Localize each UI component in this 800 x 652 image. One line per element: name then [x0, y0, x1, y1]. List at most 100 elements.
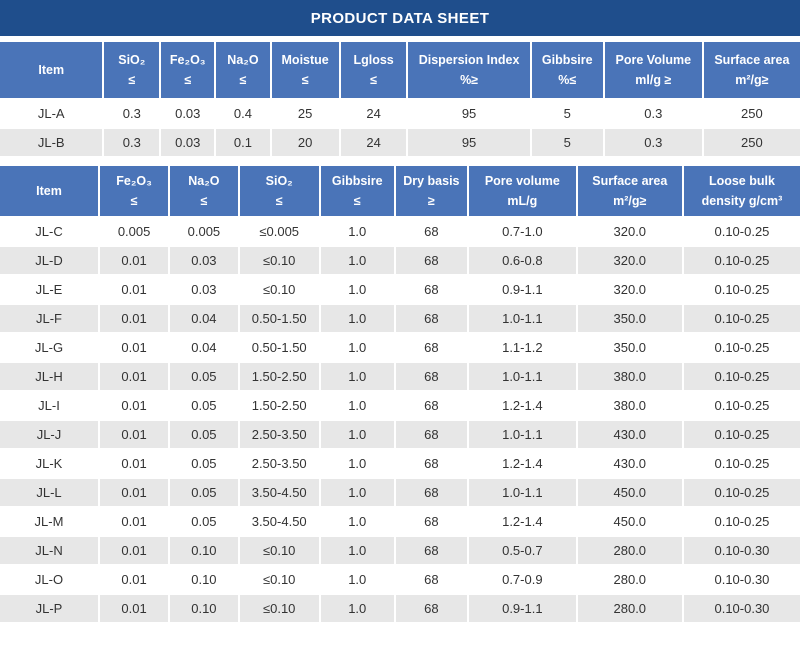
table-cell: 0.01	[99, 392, 169, 419]
table-cell: 0.01	[99, 508, 169, 535]
column-header: Item	[0, 166, 98, 216]
table-cell: 0.10-0.25	[683, 421, 800, 448]
table-cell: 0.05	[170, 421, 238, 448]
table-cell: 0.01	[99, 595, 169, 622]
table-cell: 1.0	[320, 479, 394, 506]
table-cell: 0.10-0.25	[683, 334, 800, 361]
table-cell: 0.01	[99, 479, 169, 506]
column-header: Fe₂O₃ ≤	[99, 166, 169, 216]
table-cell: 0.01	[99, 305, 169, 332]
column-header: Pore Volume ml/g ≥	[604, 42, 702, 98]
table-cell: 0.10-0.25	[683, 276, 800, 303]
row-item-label: JL-A	[0, 100, 103, 127]
table-cell: 68	[395, 421, 468, 448]
table-cell: 1.1-1.2	[469, 334, 576, 361]
product-data-sheet: PRODUCT DATA SHEET Item SiO₂ ≤ Fe₂O₃ ≤ Na₂O…	[0, 0, 800, 624]
table-cell: 95	[408, 100, 530, 127]
table-cell: 0.03	[170, 276, 238, 303]
table-cell: 1.0	[320, 363, 394, 390]
table-cell: 24	[340, 129, 407, 156]
table-cell: 0.10-0.25	[683, 450, 800, 477]
column-header: Pore volume mL/g	[469, 166, 576, 216]
table-cell: 2.50-3.50	[239, 450, 319, 477]
table-cell: 1.0	[320, 450, 394, 477]
table-cell: 95	[408, 129, 530, 156]
table-cell: 0.10-0.25	[683, 247, 800, 274]
column-header: Dispersion Index %≥	[408, 42, 530, 98]
table-cell: 1.2-1.4	[469, 508, 576, 535]
row-item-label: JL-K	[0, 450, 98, 477]
table-cell: ≤0.10	[239, 595, 319, 622]
table-cell: 0.03	[170, 247, 238, 274]
table-cell: 0.10-0.30	[683, 595, 800, 622]
header-row: Item Fe₂O₃ ≤ Na₂O ≤ SiO₂ ≤ Gibbsire ≤ Dry bas…	[0, 166, 800, 216]
table-cell: 0.4	[216, 100, 270, 127]
table-cell: 0.3	[104, 129, 160, 156]
row-item-label: JL-E	[0, 276, 98, 303]
column-header: Dry basis ≥	[395, 166, 468, 216]
column-header: Loose bulk density g/cm³	[683, 166, 800, 216]
table-cell: 0.05	[170, 363, 238, 390]
table-cell: 0.5-0.7	[469, 537, 576, 564]
table-cell: 0.3	[604, 129, 702, 156]
table-cell: 0.05	[170, 508, 238, 535]
table-cell: 1.0	[320, 392, 394, 419]
table-cell: 68	[395, 334, 468, 361]
header-row: Item SiO₂ ≤ Fe₂O₃ ≤ Na₂O ≤ Moistue ≤ Lgloss ≤…	[0, 42, 800, 98]
column-header: Surface area m²/g≥	[577, 166, 682, 216]
table-cell: 68	[395, 218, 468, 245]
table-cell: 1.0	[320, 305, 394, 332]
table-row: JL-M 0.01 0.05 3.50-4.50 1.0 68 1.2-1.4 450.0 0.…	[0, 508, 800, 535]
row-item-label: JL-O	[0, 566, 98, 593]
table-cell: 320.0	[577, 247, 682, 274]
column-header: Lgloss ≤	[340, 42, 407, 98]
table-cell: 0.10-0.25	[683, 508, 800, 535]
table-row: JL-G 0.01 0.04 0.50-1.50 1.0 68 1.1-1.2 350.0 0.…	[0, 334, 800, 361]
table-cell: 0.7-1.0	[469, 218, 576, 245]
table-cell: 0.05	[170, 392, 238, 419]
table-row: JL-F 0.01 0.04 0.50-1.50 1.0 68 1.0-1.1 350.0 0.…	[0, 305, 800, 332]
table-cell: 0.03	[161, 100, 215, 127]
table-cell: 0.01	[99, 566, 169, 593]
table-cell: 0.10	[170, 566, 238, 593]
table-cell: 68	[395, 276, 468, 303]
table-cell: 68	[395, 363, 468, 390]
table-cell: 0.10-0.25	[683, 363, 800, 390]
table-cell: 5	[531, 100, 603, 127]
table-cell: 0.9-1.1	[469, 595, 576, 622]
table-cell: 320.0	[577, 276, 682, 303]
table-row: JL-K 0.01 0.05 2.50-3.50 1.0 68 1.2-1.4 430.0 0.…	[0, 450, 800, 477]
table-cell: 430.0	[577, 450, 682, 477]
table-cell: 0.10-0.25	[683, 305, 800, 332]
table-cell: 0.10	[170, 595, 238, 622]
table-cell: 1.0	[320, 334, 394, 361]
table-cell: 0.50-1.50	[239, 334, 319, 361]
table-cell: 0.03	[161, 129, 215, 156]
table-cell: 68	[395, 305, 468, 332]
table-cell: 1.0	[320, 595, 394, 622]
row-item-label: JL-N	[0, 537, 98, 564]
table-cell: 1.0	[320, 421, 394, 448]
table-cell: 0.10	[170, 537, 238, 564]
table-cell: 350.0	[577, 305, 682, 332]
table-cell: 68	[395, 247, 468, 274]
table-row: JL-I 0.01 0.05 1.50-2.50 1.0 68 1.2-1.4 380.0 0.…	[0, 392, 800, 419]
table-row: JL-O 0.01 0.10 ≤0.10 1.0 68 0.7-0.9 280.0 0.10-0…	[0, 566, 800, 593]
table-cell: 0.05	[170, 450, 238, 477]
table-cell: 0.9-1.1	[469, 276, 576, 303]
table-cell: 0.10-0.25	[683, 479, 800, 506]
column-header: Fe₂O₃ ≤	[161, 42, 215, 98]
table-row: JL-L 0.01 0.05 3.50-4.50 1.0 68 1.0-1.1 450.0 0.…	[0, 479, 800, 506]
table-cell: 0.01	[99, 450, 169, 477]
column-header: Moistue ≤	[271, 42, 339, 98]
table-cell: 0.01	[99, 421, 169, 448]
row-item-label: JL-H	[0, 363, 98, 390]
table-row: JL-N 0.01 0.10 ≤0.10 1.0 68 0.5-0.7 280.0 0.10-0…	[0, 537, 800, 564]
table-cell: 0.10-0.30	[683, 537, 800, 564]
table-cell: 430.0	[577, 421, 682, 448]
table-cell: 68	[395, 450, 468, 477]
table-cell: 0.01	[99, 276, 169, 303]
table-cell: 1.0	[320, 537, 394, 564]
table-row: JL-J 0.01 0.05 2.50-3.50 1.0 68 1.0-1.1 430.0 0.…	[0, 421, 800, 448]
table-cell: 0.005	[99, 218, 169, 245]
